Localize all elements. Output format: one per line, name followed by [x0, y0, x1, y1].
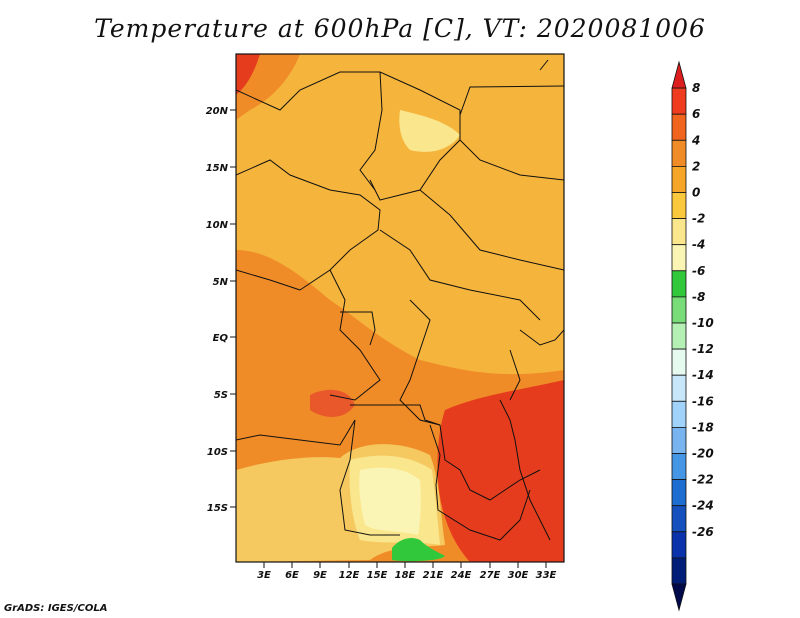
- colorbar-label: -10: [692, 316, 714, 330]
- colorbar-label: -14: [692, 368, 714, 382]
- colorbar-label: 2: [692, 159, 700, 173]
- lat-label: 5N: [213, 277, 229, 288]
- grads-credit: GrADS: IGES/COLA: [4, 603, 108, 614]
- lon-label: 21E: [423, 570, 444, 581]
- colorbar-swatch: [671, 296, 687, 324]
- colorbar-label: -16: [692, 394, 714, 408]
- lon-label: 18E: [395, 570, 416, 581]
- colorbar-label: 8: [692, 81, 700, 95]
- colorbar: 8 6 4 2 0 -2 -4 -6 -8 -10 -12 -14 -16 -18 -20 -22 -24 -26: [671, 60, 714, 612]
- colorbar-swatch: [671, 505, 687, 533]
- colorbar-swatch: [671, 557, 687, 585]
- lon-label: 33E: [536, 570, 557, 581]
- lon-label: 27E: [480, 570, 501, 581]
- colorbar-swatch: [671, 192, 687, 220]
- colorbar-label: -4: [692, 238, 705, 252]
- colorbar-swatch: [671, 270, 687, 298]
- colorbar-label: -26: [692, 525, 714, 539]
- colorbar-label: -2: [692, 212, 705, 226]
- colorbar-label: 0: [692, 186, 700, 200]
- lon-label: 15E: [367, 570, 388, 581]
- lat-label: 15S: [207, 503, 228, 514]
- temperature-field: [236, 54, 564, 562]
- colorbar-label: -24: [692, 499, 714, 513]
- colorbar-label: 6: [692, 107, 700, 121]
- colorbar-swatch: [671, 479, 687, 507]
- colorbar-label: -22: [692, 473, 714, 487]
- lat-label: 10N: [206, 220, 229, 231]
- colorbar-swatch: [671, 453, 687, 481]
- colorbar-swatch: [671, 400, 687, 428]
- colorbar-swatch: [671, 165, 687, 193]
- map-frame: [235, 53, 565, 563]
- colorbar-swatch: [671, 322, 687, 350]
- map-title: Temperature at 600hPa [C], VT: 202008100…: [94, 14, 706, 43]
- colorbar-swatch: [671, 113, 687, 141]
- colorbar-swatch: [671, 244, 687, 272]
- lon-label: 3E: [257, 570, 271, 581]
- colorbar-label: -18: [692, 420, 714, 434]
- colorbar-arrow-top: [671, 60, 687, 89]
- lon-label: 9E: [313, 570, 327, 581]
- colorbar-swatch: [671, 218, 687, 246]
- country-borders: [236, 59, 564, 541]
- colorbar-swatch: [671, 348, 687, 376]
- colorbar-label: -12: [692, 342, 714, 356]
- colorbar-arrow-bottom: [671, 583, 687, 612]
- colorbar-swatch: [671, 426, 687, 454]
- colorbar-label: -6: [692, 264, 705, 278]
- lat-label: 20N: [206, 106, 229, 117]
- colorbar-label: -20: [692, 447, 714, 461]
- lat-label: 15N: [206, 163, 229, 174]
- lon-label: 6E: [285, 570, 299, 581]
- lat-label: 10S: [207, 447, 228, 458]
- lon-label: 12E: [339, 570, 360, 581]
- lon-label: 30E: [508, 570, 529, 581]
- colorbar-swatch: [671, 139, 687, 167]
- lat-label: 5S: [214, 390, 228, 401]
- lon-label: 24E: [451, 570, 472, 581]
- colorbar-label: 4: [691, 133, 700, 147]
- colorbar-label: -8: [692, 290, 705, 304]
- colorbar-swatch: [671, 374, 687, 402]
- colorbar-swatch: [671, 531, 687, 559]
- colorbar-swatch: [671, 87, 687, 115]
- lat-label: EQ: [213, 333, 229, 344]
